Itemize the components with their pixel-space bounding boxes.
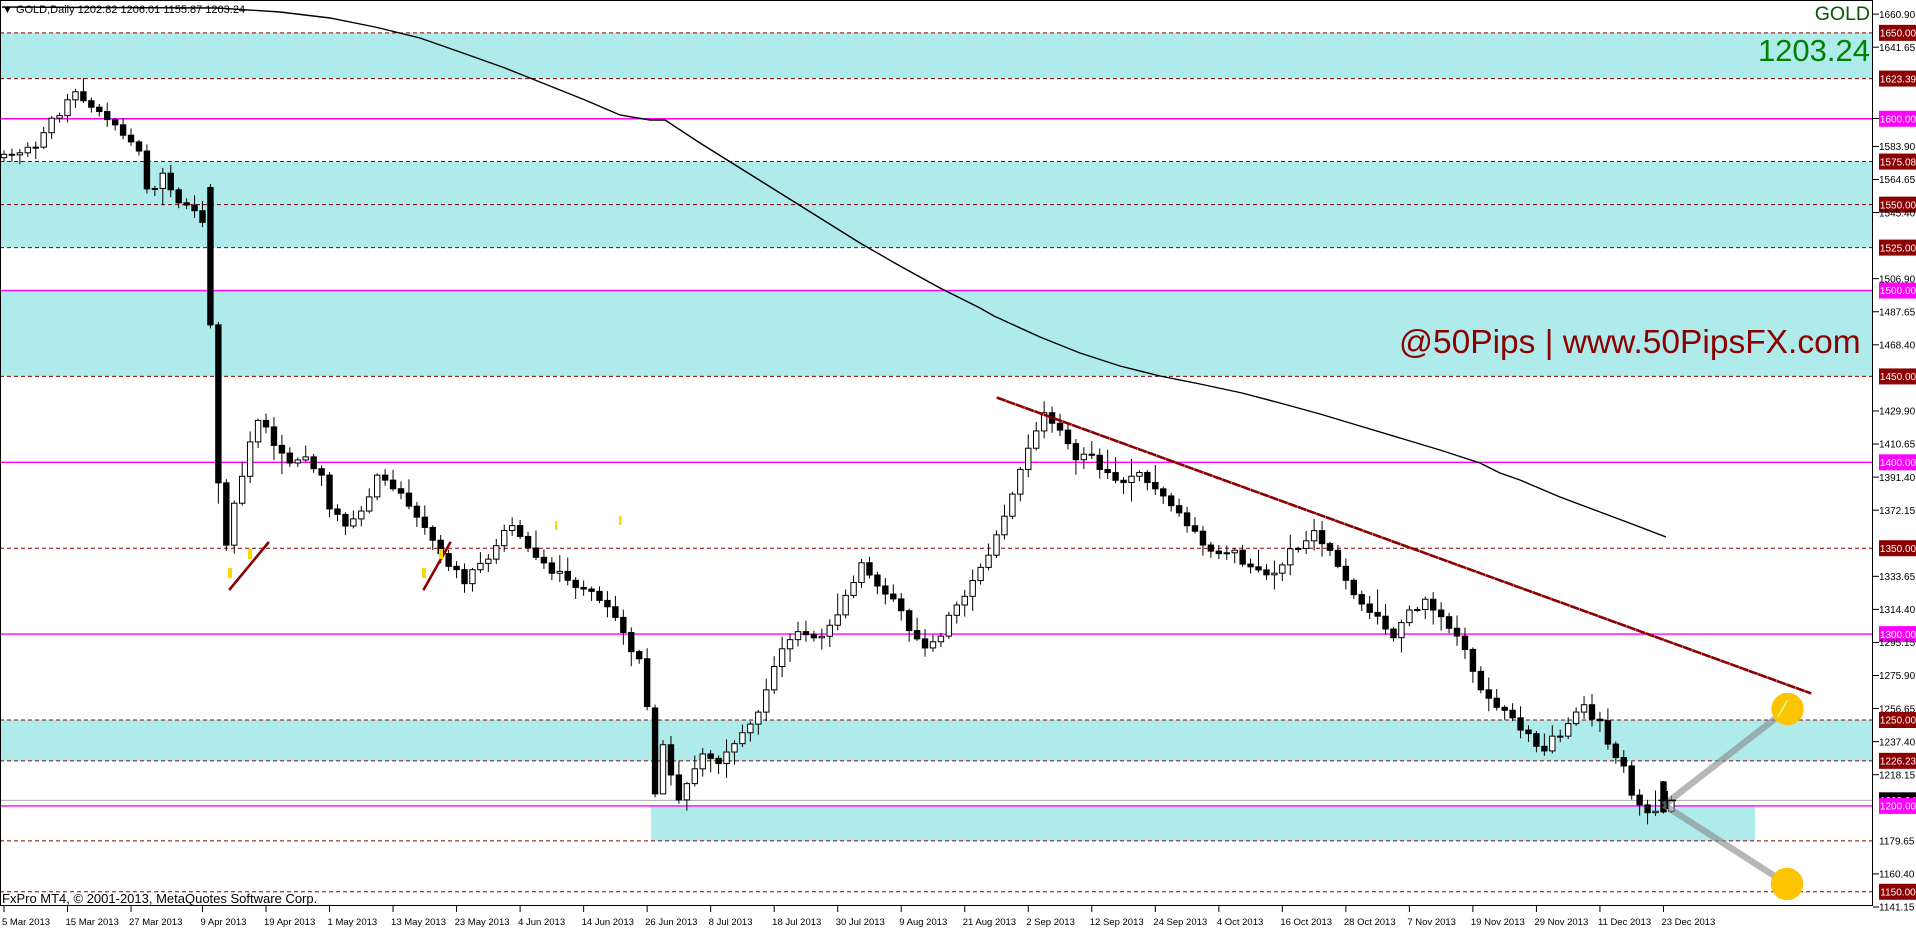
svg-text:1564.65: 1564.65 [1879,175,1916,186]
svg-text:GOLD: GOLD [1815,3,1870,25]
svg-text:21 Aug 2013: 21 Aug 2013 [963,917,1016,928]
svg-text:1391.40: 1391.40 [1879,473,1916,484]
svg-text:1226.23: 1226.23 [1880,757,1916,768]
svg-text:1623.39: 1623.39 [1880,74,1916,85]
svg-text:23 Dec 2013: 23 Dec 2013 [1661,917,1715,928]
svg-text:7 Nov 2013: 7 Nov 2013 [1407,917,1456,928]
svg-text:1275.90: 1275.90 [1879,671,1916,682]
svg-text:1333.65: 1333.65 [1879,572,1916,583]
svg-text:29 Nov 2013: 29 Nov 2013 [1534,917,1588,928]
svg-text:1218.15: 1218.15 [1879,770,1916,781]
svg-text:1314.40: 1314.40 [1879,605,1916,616]
svg-text:1600.00: 1600.00 [1880,114,1916,125]
svg-text:1583.90: 1583.90 [1879,142,1916,153]
svg-text:24 Sep 2013: 24 Sep 2013 [1153,917,1207,928]
svg-text:4 Oct 2013: 4 Oct 2013 [1217,917,1263,928]
svg-text:4 Jun 2013: 4 Jun 2013 [518,917,565,928]
svg-text:FxPro MT4, © 2001-2013, MetaQu: FxPro MT4, © 2001-2013, MetaQuotes Softw… [2,891,317,906]
svg-text:27 Mar 2013: 27 Mar 2013 [129,917,182,928]
svg-text:28 Oct 2013: 28 Oct 2013 [1344,917,1396,928]
svg-text:2 Sep 2013: 2 Sep 2013 [1026,917,1075,928]
svg-text:1500.00: 1500.00 [1880,286,1916,297]
svg-text:9 Apr 2013: 9 Apr 2013 [201,917,247,928]
svg-text:1203.24: 1203.24 [1758,33,1870,68]
svg-text:13 May 2013: 13 May 2013 [391,917,446,928]
svg-text:1250.00: 1250.00 [1880,716,1916,727]
svg-text:1660.90: 1660.90 [1879,10,1916,21]
svg-text:18 Jul 2013: 18 Jul 2013 [772,917,821,928]
svg-text:1650.00: 1650.00 [1880,29,1916,40]
svg-text:19 Apr 2013: 19 Apr 2013 [264,917,315,928]
svg-text:1410.65: 1410.65 [1879,440,1916,451]
svg-text:14 Jun 2013: 14 Jun 2013 [582,917,634,928]
svg-text:23 May 2013: 23 May 2013 [455,917,510,928]
svg-text:26 Jun 2013: 26 Jun 2013 [645,917,697,928]
svg-text:1400.00: 1400.00 [1880,458,1916,469]
svg-text:1450.00: 1450.00 [1880,372,1916,383]
svg-text:9 Aug 2013: 9 Aug 2013 [899,917,947,928]
svg-text:1179.65: 1179.65 [1879,837,1915,848]
svg-text:1545.40: 1545.40 [1879,208,1916,219]
svg-text:1350.00: 1350.00 [1880,544,1916,555]
svg-text:1525.00: 1525.00 [1880,243,1916,254]
svg-text:1487.65: 1487.65 [1879,307,1916,318]
svg-text:8 Jul 2013: 8 Jul 2013 [709,917,753,928]
svg-text:19 Nov 2013: 19 Nov 2013 [1471,917,1525,928]
svg-text:1575.08: 1575.08 [1880,157,1916,168]
svg-text:1372.15: 1372.15 [1879,506,1916,517]
svg-text:1237.40: 1237.40 [1879,737,1916,748]
svg-text:1295.15: 1295.15 [1879,638,1916,649]
svg-text:1 May 2013: 1 May 2013 [328,917,378,928]
svg-text:15 Mar 2013: 15 Mar 2013 [66,917,119,928]
svg-text:1141.15: 1141.15 [1879,903,1915,914]
svg-text:11 Dec 2013: 11 Dec 2013 [1598,917,1651,928]
svg-text:1641.65: 1641.65 [1879,43,1916,54]
svg-text:1150.00: 1150.00 [1880,887,1916,898]
svg-text:12 Sep 2013: 12 Sep 2013 [1090,917,1144,928]
svg-text:1160.40: 1160.40 [1879,870,1915,881]
svg-text:16 Oct 2013: 16 Oct 2013 [1280,917,1332,928]
svg-text:5 Mar 2013: 5 Mar 2013 [2,917,50,928]
svg-text:30 Jul 2013: 30 Jul 2013 [836,917,885,928]
svg-text:▼ GOLD,Daily 1202.82 1206.01: ▼ GOLD,Daily 1202.82 1206.01 1155.87 120… [2,4,245,16]
svg-text:1468.40: 1468.40 [1879,341,1916,352]
svg-text:1429.90: 1429.90 [1879,407,1916,418]
svg-text:@50Pips | www.50PipsFX.com: @50Pips | www.50PipsFX.com [1399,324,1861,361]
svg-text:1200.00: 1200.00 [1880,802,1916,813]
